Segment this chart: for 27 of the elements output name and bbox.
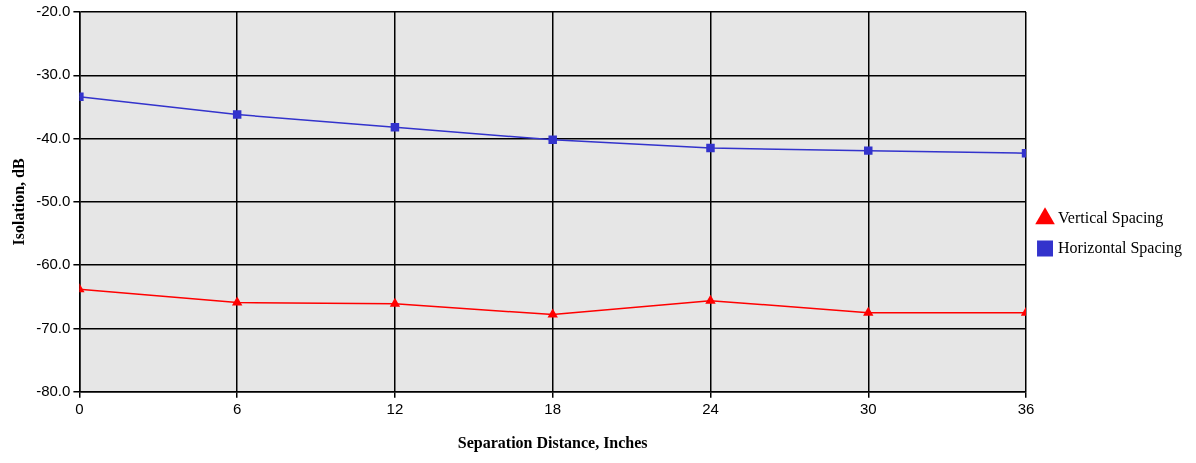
x-tick-label: 36 [1017,399,1035,417]
y-tick-label: -50.0 [36,192,71,210]
x-tick-label: 12 [386,399,404,417]
point [705,294,716,304]
y-tick-label: -40.0 [36,128,71,146]
y-tick-label: -70.0 [36,318,71,336]
y-tick-label: -20.0 [36,2,71,20]
point [232,110,242,119]
point [547,308,558,318]
y-axis-title: Isolation, dB [9,158,27,246]
y-tick-label: -80.0 [36,381,71,399]
x-tick-label: 6 [232,399,242,417]
point [231,296,243,306]
x-axis-title: Separation Distance, Inches [457,433,648,452]
point [389,297,401,307]
point [863,306,874,316]
y-tick-label: -30.0 [36,65,71,83]
x-tick-label: 18 [544,399,562,417]
point [548,135,557,145]
point [864,146,873,155]
legend-label: Vertical Spacing [1058,208,1164,227]
y-tick-label: -60.0 [36,255,71,273]
x-tick-label: 30 [859,399,877,417]
x-tick-label: 24 [702,399,719,417]
legend-label: Horizontal Spacing [1058,238,1182,257]
point [706,143,715,153]
x-tick-label: 0 [75,399,84,417]
